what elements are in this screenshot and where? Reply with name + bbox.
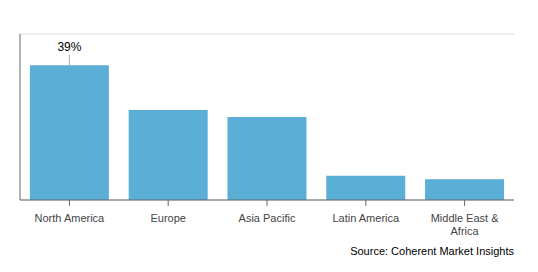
svg-text:North America: North America (35, 212, 106, 224)
svg-text:Asia Pacific: Asia Pacific (239, 212, 296, 224)
svg-text:Middle East &Africa: Middle East &Africa (431, 212, 500, 237)
svg-text:39%: 39% (57, 40, 81, 54)
svg-text:Latin America: Latin America (332, 212, 400, 224)
svg-text:Europe: Europe (150, 212, 185, 224)
html-text:Source: Coherent Market Insigh: Source: Coherent Market Insights (350, 245, 514, 257)
